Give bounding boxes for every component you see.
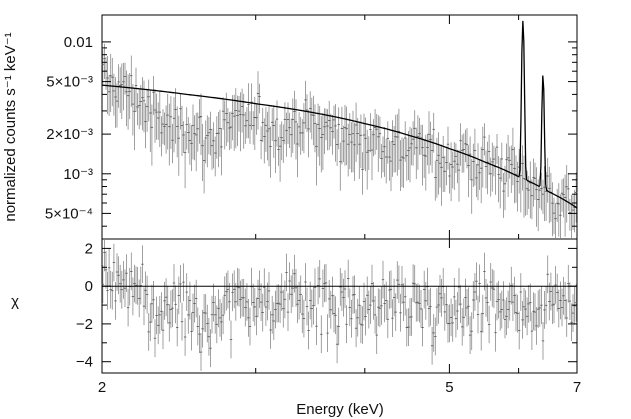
x-tick-label: 5 (445, 379, 453, 396)
spectrum-data-points (101, 43, 578, 238)
y-tick-label: 2×10⁻³ (46, 126, 93, 143)
y-axis-title-spectrum: normalized counts s⁻¹ keV⁻¹ (2, 32, 19, 221)
y-tick-label: 5×10⁻³ (46, 74, 93, 91)
y-tick-label: −2 (76, 316, 93, 333)
y-tick-label: 0.01 (64, 34, 93, 51)
axis-ticks (101, 15, 578, 373)
y-tick-label: 5×10⁻⁴ (45, 205, 93, 222)
y-tick-label: 0 (85, 278, 93, 295)
residual-panel-frame (101, 238, 578, 374)
axis-tick-labels: 0.01 5×10⁻³ 2×10⁻³ 10⁻³ 5×10⁻⁴ 2 0 −2 −4 2 5 7 (45, 34, 581, 396)
y-tick-label: 10⁻³ (63, 166, 93, 183)
y-axis-title-residuals: χ (11, 293, 19, 310)
x-axis-title: Energy (keV) (296, 401, 384, 418)
model-curve (101, 20, 578, 209)
y-tick-label: −4 (76, 354, 93, 371)
model-line (101, 20, 578, 209)
residual-data-points (101, 240, 578, 371)
y-tick-label: 2 (85, 240, 93, 257)
x-tick-label: 7 (573, 379, 581, 396)
spectrum-panel-frame (101, 14, 578, 240)
x-tick-label: 2 (98, 379, 106, 396)
